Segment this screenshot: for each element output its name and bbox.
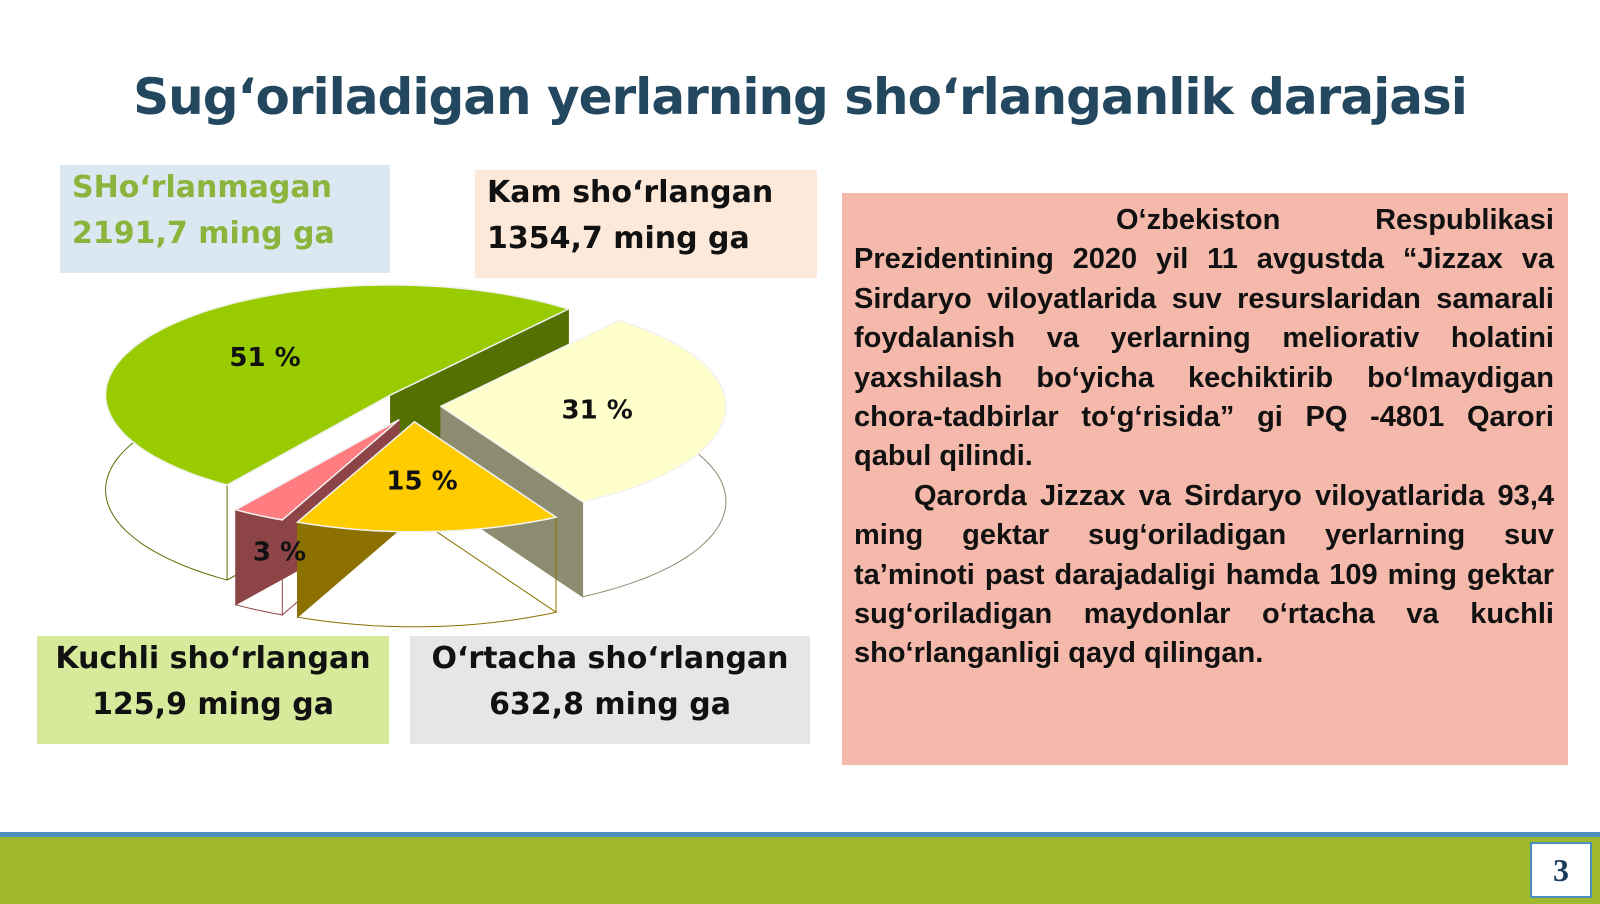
footer-bar xyxy=(0,832,1600,904)
legend-area: 632,8 ming ga xyxy=(489,687,731,722)
legend-label: SHo‘rlanmagan xyxy=(72,170,332,205)
legend-label: Kuchli sho‘rlangan xyxy=(55,641,371,676)
pie-slice xyxy=(439,319,727,503)
legend-area: 125,9 ming ga xyxy=(92,687,334,722)
data-label: 15 % xyxy=(386,467,457,497)
legend-area: 2191,7 ming ga xyxy=(72,216,335,251)
slide-title: Sug‘oriladigan yerlarning sho‘rlanganlik… xyxy=(133,68,1468,126)
legend-label: Kam sho‘rlangan xyxy=(487,175,774,210)
legend-box: Kuchli sho‘rlangan 125,9 ming ga xyxy=(37,636,389,744)
legend-box: Kam sho‘rlangan 1354,7 ming ga xyxy=(475,170,817,278)
page-number: 3 xyxy=(1530,842,1592,898)
legend-label: O‘rtacha sho‘rlangan xyxy=(431,641,789,676)
pie-chart: 51 % 31 % 15 % 3 % xyxy=(104,284,727,628)
data-label: 3 % xyxy=(253,538,306,568)
legend-box: SHo‘rlanmagan 2191,7 ming ga xyxy=(60,165,390,273)
pie-slice xyxy=(295,420,558,533)
pie-slice xyxy=(233,418,400,521)
data-label: 31 % xyxy=(562,395,633,425)
pie-slice xyxy=(104,284,571,486)
paragraph: O‘zbekiston Respublikasi Prezidentining … xyxy=(854,204,1554,473)
legend-box: O‘rtacha sho‘rlangan 632,8 ming ga xyxy=(410,636,810,744)
text-box: O‘zbekiston Respublikasi Prezidentining … xyxy=(842,193,1568,765)
data-label: 51 % xyxy=(229,343,300,373)
legend-area: 1354,7 ming ga xyxy=(487,221,750,256)
paragraph: Qarorda Jizzax va Sirdaryo viloyatlarida… xyxy=(854,479,1554,670)
